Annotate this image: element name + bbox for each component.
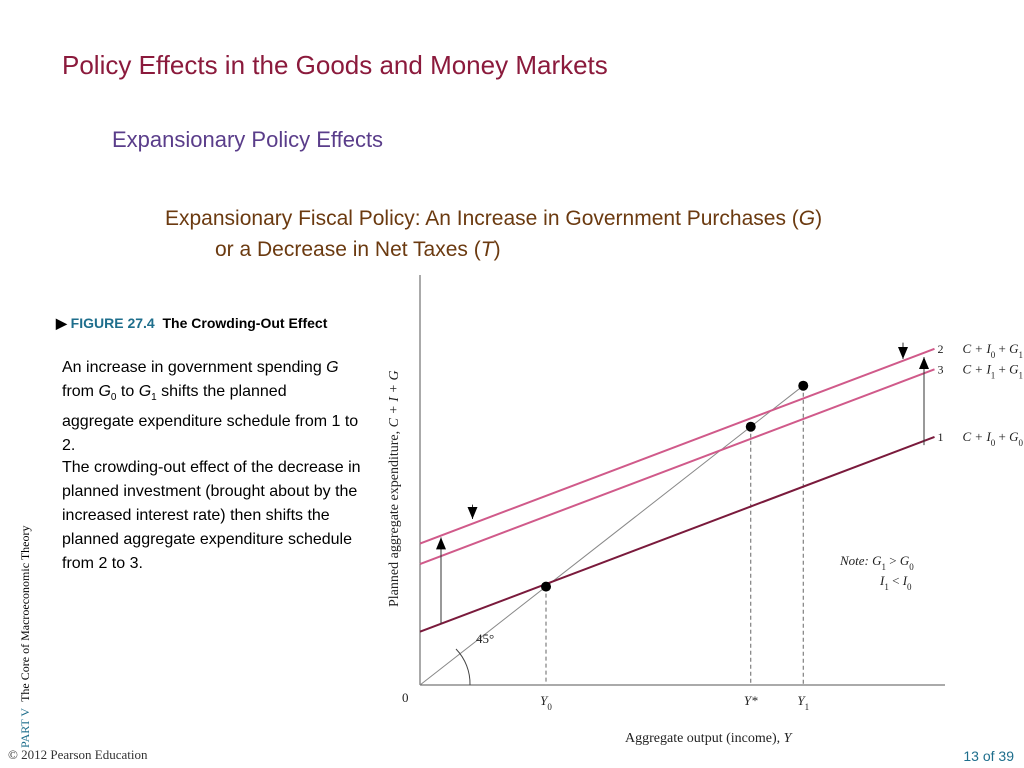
line-label-1: C + I0 + G0 [963,429,1024,448]
line-number-3: 3 [938,362,944,376]
schedule-line-1 [419,436,935,633]
x-axis-label: Aggregate output (income), Y [625,731,794,746]
line-number-2: 2 [938,342,944,356]
slide-subtitle: Expansionary Policy Effects [112,127,384,152]
shift-arrow-head-3 [898,347,908,360]
figure-caption: ▶ FIGURE 27.4 The Crowding-Out Effect [56,313,356,333]
angle-label: 45° [476,631,494,646]
figure-number: FIGURE 27.4 [70,315,155,331]
origin-label: 0 [402,690,409,705]
figure-title: The Crowding-Out Effect [162,315,328,331]
page-number: 13 of 39 [963,748,1014,764]
schedule-line-3 [419,368,935,565]
section-heading: Expansionary Fiscal Policy: An Increase … [165,203,1005,265]
line-label-2: C + I0 + G1 [963,341,1024,360]
schedule-line-2 [419,347,935,545]
x-tick-label-0: Y0 [540,693,552,712]
figure-description-1: An increase in government spending G fro… [62,359,359,455]
plot-area: 0 Y0 Y* Y1 1 C + I0 + G0 2 C + I0 + G1 3 C + I1 +… [387,275,1024,746]
line-number-1: 1 [938,430,944,444]
note-line-2: I1 < I0 [879,573,912,592]
equilibrium-point-1 [745,421,756,432]
equilibrium-point-2 [798,380,809,391]
x-tick-label-2: Y1 [797,693,809,712]
angle-arc [455,648,471,686]
equilibrium-point-0 [541,581,551,592]
x-tick-label-1: Y* [744,693,758,708]
figure-description-2: The crowding-out effect of the decrease … [62,459,361,572]
heading-line1: Expansionary Fiscal Policy: An Increase … [165,207,823,230]
copyright: © 2012 Pearson Education [8,747,148,762]
shift-arrow-head-2 [467,506,478,519]
note-line-1: Note: G1 > G0 [839,553,914,572]
figure-marker-icon: ▶ [56,315,67,331]
line-label-3: C + I1 + G1 [963,361,1024,380]
y-axis-label: Planned aggregate expenditure, C + I + G [387,370,402,607]
heading-line2: or a Decrease in Net Taxes (T) [215,238,501,261]
shift-arrow-head-1 [919,357,929,369]
schedule-line-diag [419,385,804,686]
slide-title: Policy Effects in the Goods and Money Ma… [62,50,608,80]
shift-arrow-head-0 [436,537,446,550]
